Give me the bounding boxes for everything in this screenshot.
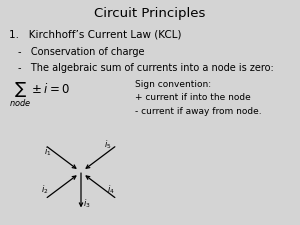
Text: $i_3$: $i_3$ bbox=[83, 197, 91, 210]
Text: $i_2$: $i_2$ bbox=[41, 184, 49, 196]
Text: -   Conservation of charge: - Conservation of charge bbox=[18, 47, 145, 57]
Text: $\sum_{node} \pm i = 0$: $\sum_{node} \pm i = 0$ bbox=[9, 81, 70, 109]
Text: $i_4$: $i_4$ bbox=[107, 184, 115, 196]
Text: - current if away from node.: - current if away from node. bbox=[135, 107, 262, 116]
Text: + current if into the node: + current if into the node bbox=[135, 93, 251, 102]
Text: Sign convention:: Sign convention: bbox=[135, 80, 211, 89]
Text: $i_5$: $i_5$ bbox=[104, 139, 112, 151]
Text: $i_1$: $i_1$ bbox=[44, 146, 52, 158]
Text: 1.   Kirchhoff’s Current Law (KCL): 1. Kirchhoff’s Current Law (KCL) bbox=[9, 29, 182, 39]
Text: -   The algebraic sum of currents into a node is zero:: - The algebraic sum of currents into a n… bbox=[18, 63, 274, 73]
Text: Circuit Principles: Circuit Principles bbox=[94, 7, 206, 20]
